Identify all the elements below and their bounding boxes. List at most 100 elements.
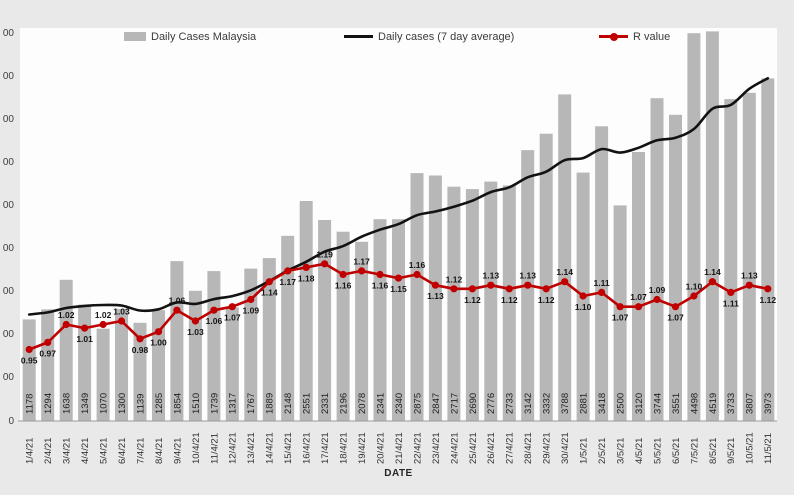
- average-line: [27, 77, 770, 316]
- y-tick-label: 00: [2, 286, 14, 298]
- r-value-label: 1.12: [464, 295, 481, 305]
- r-value-label: 1.18: [298, 273, 315, 283]
- bar-value-label: 3142: [523, 393, 534, 414]
- r-value-marker: [339, 270, 347, 279]
- x-axis-title: DATE: [384, 468, 413, 479]
- date-label: 17/4/21: [320, 432, 331, 464]
- r-value-label: 1.07: [630, 292, 647, 302]
- r-value-label: 1.06: [169, 296, 186, 306]
- y-tick-label: 00: [2, 113, 14, 125]
- legend-label-average: Daily cases (7 day average): [378, 30, 515, 43]
- bar: [742, 92, 756, 422]
- bar-value-label: 1178: [25, 394, 36, 414]
- date-label: 1/4/21: [25, 438, 36, 464]
- date-label: 8/5/21: [708, 438, 719, 464]
- date-label: 5/4/21: [99, 438, 110, 464]
- bar-value-label: 4498: [689, 393, 700, 414]
- bar: [632, 152, 645, 421]
- bar: [115, 308, 128, 421]
- bar-value-label: 1349: [80, 393, 91, 414]
- r-value-label: 1.19: [316, 249, 333, 259]
- date-label: 12/4/21: [228, 432, 239, 464]
- r-value-marker: [358, 267, 366, 275]
- r-value-label: 1.07: [667, 313, 684, 323]
- r-value-label: 1.09: [649, 285, 666, 295]
- bar-value-label: 2078: [357, 393, 368, 414]
- legend-item-average: Daily cases (7 day average): [344, 29, 514, 44]
- r-value-label: 1.10: [686, 282, 703, 292]
- date-label: 4/5/21: [634, 438, 645, 464]
- r-value-label: 1.13: [519, 271, 536, 281]
- r-value-marker: [44, 338, 52, 346]
- date-label: 3/4/21: [62, 438, 73, 464]
- bar: [336, 231, 350, 421]
- r-value-marker: [376, 270, 384, 279]
- r-value-marker: [431, 281, 439, 289]
- r-value-marker: [136, 335, 144, 343]
- r-value-marker: [708, 278, 717, 286]
- date-label: 2/5/21: [597, 438, 608, 464]
- bar: [502, 185, 516, 421]
- y-tick-label: 00: [2, 70, 14, 82]
- r-value-marker: [413, 270, 421, 279]
- bar-value-label: 2341: [375, 393, 386, 414]
- y-tick-label: 00: [2, 243, 14, 255]
- r-value-label: 1.01: [76, 334, 93, 344]
- r-value-marker: [505, 285, 513, 293]
- date-label: 7/4/21: [135, 438, 146, 464]
- bar: [262, 258, 276, 421]
- bar: [133, 322, 147, 421]
- r-value-marker: [81, 324, 89, 332]
- r-value-marker: [450, 285, 458, 293]
- bar-value-label: 1285: [154, 393, 165, 414]
- r-value-label: 1.13: [741, 271, 758, 281]
- r-value-marker: [561, 278, 569, 286]
- bar-value-label: 3733: [726, 393, 737, 414]
- r-value-label: 1.07: [224, 313, 241, 323]
- bar: [373, 219, 387, 421]
- bar: [78, 304, 92, 421]
- bar: [410, 173, 424, 421]
- bar-value-label: 3418: [597, 393, 608, 414]
- bar-value-label: 2717: [449, 393, 460, 414]
- bar-value-label: 1854: [172, 393, 183, 414]
- date-label: 6/5/21: [671, 438, 682, 464]
- r-value-label: 1.14: [261, 288, 278, 298]
- r-value-label: 1.00: [150, 338, 167, 348]
- r-value-label: 1.03: [187, 327, 204, 337]
- r-value-label: 1.17: [279, 277, 296, 287]
- r-value-label: 1.12: [501, 295, 518, 305]
- date-label: 8/4/21: [154, 438, 165, 464]
- bar: [225, 307, 239, 421]
- date-label: 24/4/21: [449, 432, 460, 464]
- date-label: 29/4/21: [542, 432, 553, 464]
- date-label: 11/5/21: [763, 433, 774, 464]
- r-value-label: 1.06: [206, 316, 223, 326]
- date-label: 22/4/21: [412, 432, 423, 464]
- date-label: 21/4/21: [394, 432, 405, 464]
- r-value-label: 1.16: [335, 281, 352, 291]
- r-value-marker: [579, 292, 587, 300]
- r-value-label: 1.13: [427, 291, 444, 301]
- r-value-marker: [727, 288, 735, 296]
- bar-value-label: 1638: [62, 393, 73, 414]
- r-value-label: 1.15: [390, 284, 407, 294]
- r-value-marker: [745, 281, 753, 289]
- bar-swatch-icon: [124, 32, 146, 41]
- r-value-marker: [99, 320, 107, 329]
- bar: [152, 310, 165, 421]
- r-value-marker: [598, 288, 606, 296]
- bar-value-label: 1294: [43, 393, 54, 414]
- bar: [669, 114, 682, 422]
- r-value-marker: [542, 285, 550, 293]
- bar: [188, 290, 202, 421]
- r-value-marker: [284, 267, 292, 275]
- date-label: 26/4/21: [486, 432, 497, 464]
- date-label: 30/4/21: [560, 432, 571, 464]
- bar: [539, 133, 553, 421]
- r-value-marker: [265, 278, 273, 286]
- r-value-label: 1.12: [538, 295, 555, 305]
- bar: [687, 33, 701, 421]
